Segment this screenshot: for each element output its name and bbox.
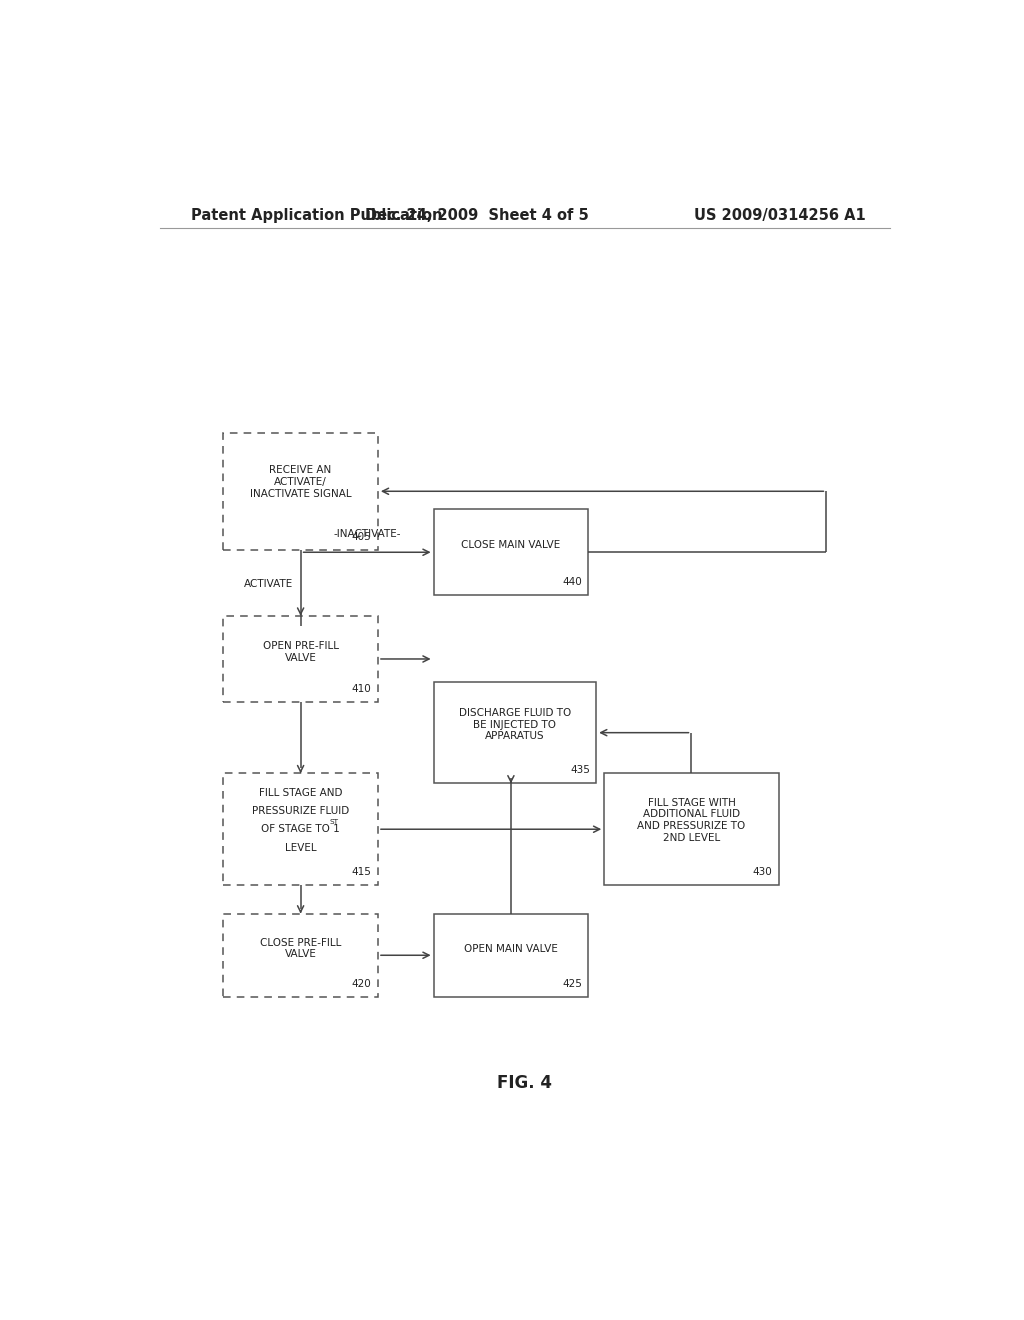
Text: 420: 420 bbox=[352, 979, 372, 989]
Bar bbox=[433, 682, 596, 784]
Text: ACTIVATE: ACTIVATE bbox=[244, 579, 293, 589]
Bar bbox=[433, 913, 588, 997]
Text: Patent Application Publication: Patent Application Publication bbox=[191, 207, 443, 223]
Text: 430: 430 bbox=[753, 867, 772, 876]
Text: 410: 410 bbox=[352, 684, 372, 694]
Bar bbox=[223, 433, 378, 549]
Text: 415: 415 bbox=[352, 867, 372, 876]
Text: CLOSE PRE-FILL
VALVE: CLOSE PRE-FILL VALVE bbox=[260, 937, 341, 960]
Text: FILL STAGE AND: FILL STAGE AND bbox=[259, 788, 342, 797]
Bar bbox=[223, 615, 378, 702]
Text: DISCHARGE FLUID TO
BE INJECTED TO
APPARATUS: DISCHARGE FLUID TO BE INJECTED TO APPARA… bbox=[459, 708, 571, 741]
Text: OPEN MAIN VALVE: OPEN MAIN VALVE bbox=[464, 944, 558, 953]
Text: 405: 405 bbox=[352, 532, 372, 541]
Text: 435: 435 bbox=[570, 766, 590, 775]
Bar bbox=[223, 913, 378, 997]
Text: FIG. 4: FIG. 4 bbox=[498, 1074, 552, 1093]
Bar bbox=[223, 774, 378, 886]
Text: OPEN PRE-FILL
VALVE: OPEN PRE-FILL VALVE bbox=[262, 642, 339, 663]
Text: 425: 425 bbox=[562, 979, 582, 989]
Text: -INACTIVATE-: -INACTIVATE- bbox=[334, 529, 400, 539]
Bar bbox=[433, 510, 588, 595]
Text: LEVEL: LEVEL bbox=[285, 842, 316, 853]
Text: OF STAGE TO 1: OF STAGE TO 1 bbox=[261, 825, 340, 834]
Bar bbox=[604, 774, 778, 886]
Text: 440: 440 bbox=[562, 577, 582, 587]
Text: PRESSURIZE FLUID: PRESSURIZE FLUID bbox=[252, 807, 349, 816]
Text: ST: ST bbox=[329, 820, 338, 825]
Text: FILL STAGE WITH
ADDITIONAL FLUID
AND PRESSURIZE TO
2ND LEVEL: FILL STAGE WITH ADDITIONAL FLUID AND PRE… bbox=[637, 797, 745, 842]
Text: US 2009/0314256 A1: US 2009/0314256 A1 bbox=[694, 207, 866, 223]
Text: CLOSE MAIN VALVE: CLOSE MAIN VALVE bbox=[461, 540, 560, 550]
Text: RECEIVE AN
ACTIVATE/
INACTIVATE SIGNAL: RECEIVE AN ACTIVATE/ INACTIVATE SIGNAL bbox=[250, 466, 351, 499]
Text: Dec. 24, 2009  Sheet 4 of 5: Dec. 24, 2009 Sheet 4 of 5 bbox=[366, 207, 589, 223]
